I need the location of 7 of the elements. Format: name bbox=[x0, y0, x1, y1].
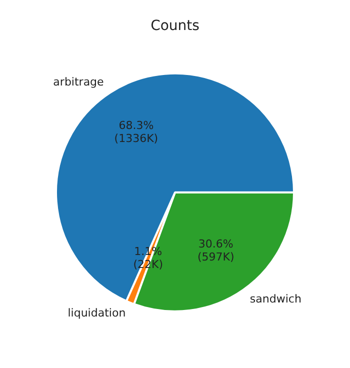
data-label: 68.3% (1336K) bbox=[114, 118, 158, 145]
slice-label: sandwich bbox=[250, 292, 302, 306]
data-label: 1.1% (22K) bbox=[133, 244, 163, 271]
chart-title: Counts bbox=[150, 18, 200, 34]
data-label: 30.6% (597K) bbox=[197, 237, 234, 264]
slice-label: arbitrage bbox=[53, 75, 104, 88]
slice-label: liquidation bbox=[68, 306, 126, 320]
